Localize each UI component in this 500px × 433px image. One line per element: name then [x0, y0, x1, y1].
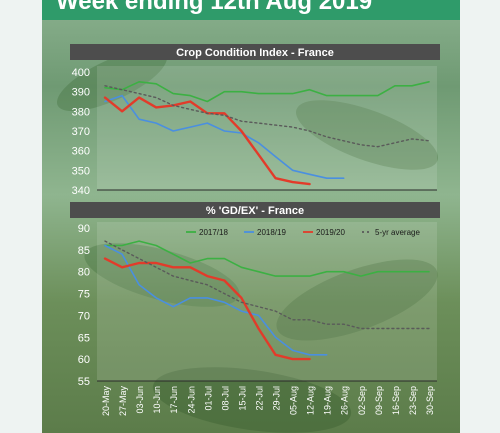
y-tick-label: 90 [78, 223, 90, 235]
x-tick-label: 10-Jun [152, 386, 162, 414]
x-tick-label: 08-Jul [220, 386, 230, 411]
x-tick-label: 22-Jul [254, 386, 264, 411]
chart-title-bar [70, 202, 440, 218]
series-line-2017-18 [104, 240, 430, 277]
chart-title: % 'GD/EX' - France [206, 205, 304, 217]
y-tick-label: 390 [72, 87, 90, 99]
page-title: Week ending 12th Aug 2019 [56, 0, 373, 15]
legend-label: 2017/18 [199, 228, 228, 237]
chart-1: Crop Condition Index - France 400 390 380 37… [70, 44, 440, 197]
header-banner: Week ending 12th Aug 2019 [42, 0, 460, 20]
y-tick-label: 350 [72, 165, 90, 177]
y-tick-label: 85 [78, 245, 90, 257]
y-tick-label: 65 [78, 332, 90, 344]
y-tick-label: 70 [78, 310, 90, 322]
y-tick-label: 75 [78, 289, 90, 301]
series-line-2018-19 [104, 244, 328, 356]
y-tick-label: 370 [72, 126, 90, 138]
x-tick-label: 02-Sep [357, 386, 367, 415]
series-line-2017-18 [104, 81, 430, 103]
legend-label: 2019/20 [316, 228, 345, 237]
x-tick-label: 29-Jul [272, 386, 282, 411]
x-tick-label: 16-Sep [391, 386, 401, 415]
x-tick-label: 23-Sep [408, 386, 418, 415]
series-line-5-yr-average [104, 85, 430, 148]
x-tick-label: 01-Jul [203, 386, 213, 411]
chart-title-bar [70, 44, 440, 60]
x-tick-label: 15-Jul [237, 386, 247, 411]
series-line-2018-19 [104, 94, 345, 179]
x-tick-label: 24-Jun [186, 386, 196, 414]
legend: 2017/18 2018/19 2019/20 5-yr average [186, 228, 420, 237]
x-tick-label: 30-Sep [425, 386, 435, 415]
x-tick-label: 09-Sep [374, 386, 384, 415]
y-tick-label: 340 [72, 185, 90, 197]
plot-area [97, 66, 437, 190]
y-tick-label: 360 [72, 146, 90, 158]
y-tick-label: 400 [72, 67, 90, 79]
x-tick-label: 26-Aug [340, 386, 350, 415]
chart-title: Crop Condition Index - France [176, 47, 334, 59]
legend-label: 2018/19 [257, 228, 286, 237]
series-line-5-yr-average [104, 240, 430, 330]
x-tick-label: 03-Jun [135, 386, 145, 414]
x-tick-label: 27-May [118, 386, 128, 417]
legend-label: 5-yr average [375, 228, 420, 237]
x-tick-label: 19-Aug [323, 386, 333, 415]
y-tick-label: 55 [78, 376, 90, 388]
x-tick-label: 05-Aug [289, 386, 299, 415]
x-tick-label: 20-May [101, 386, 111, 417]
chart-2: % 'GD/EX' - France 90 85 80 75 70 65 60 55 2017/1… [70, 202, 440, 416]
series-line-2019-20 [103, 257, 311, 361]
x-tick-label: 17-Jun [169, 386, 179, 414]
y-tick-label: 80 [78, 267, 90, 279]
x-tick-label: 12-Aug [306, 386, 316, 415]
y-tick-label: 380 [72, 106, 90, 118]
plot-area [97, 222, 437, 381]
y-tick-label: 60 [78, 354, 90, 366]
